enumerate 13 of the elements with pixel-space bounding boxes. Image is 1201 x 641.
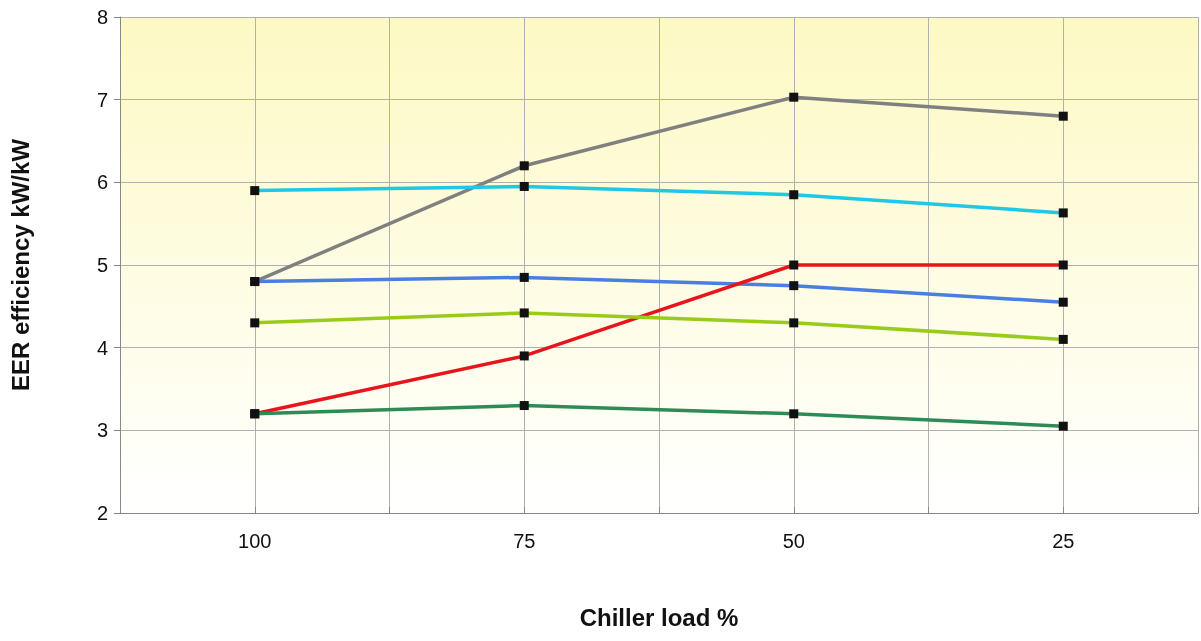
x-tick-label: 75	[513, 530, 536, 552]
y-tick-label: 3	[96, 419, 108, 442]
y-tick-label: 7	[96, 88, 108, 111]
y-tick-label: 4	[96, 336, 108, 359]
y-tick-label: 5	[96, 254, 108, 276]
y-tick-label: 6	[96, 171, 108, 194]
x-axis-title: Chiller load %	[579, 603, 739, 631]
x-tick-label: 50	[782, 530, 805, 552]
y-tick-label: 8	[96, 6, 108, 28]
x-tick-label: 100	[238, 530, 272, 552]
x-tick-label: 25	[1052, 530, 1075, 552]
y-tick-label: 2	[96, 502, 108, 524]
y-axis-title: EER efficiency kW/kW	[6, 138, 34, 392]
